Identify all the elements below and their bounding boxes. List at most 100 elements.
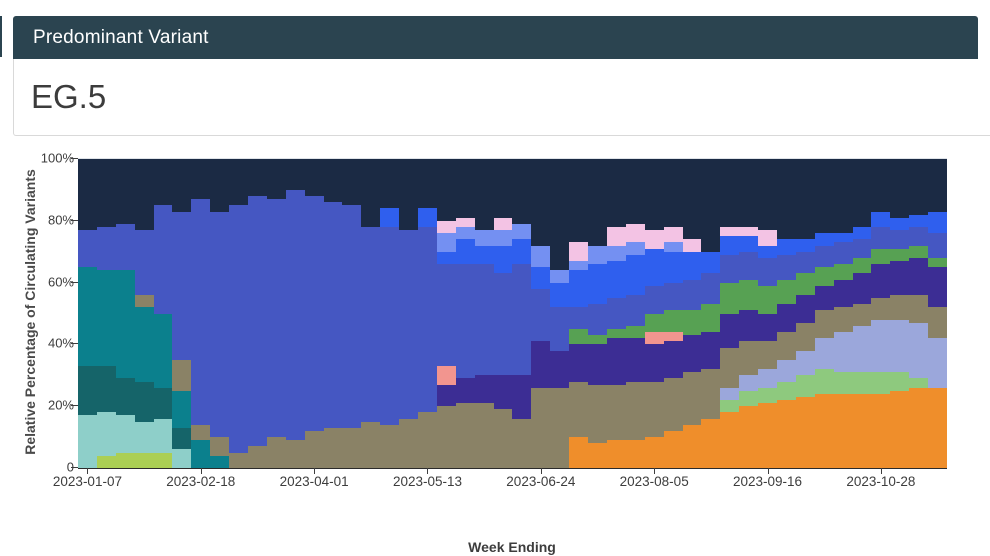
bar-segment-olive[interactable] — [852, 304, 872, 326]
bar-segment-navy[interactable] — [606, 159, 626, 228]
bar-segment-periwinkle[interactable] — [795, 350, 815, 376]
bar-segment-olive[interactable] — [569, 381, 589, 438]
bar-segment-skyblue[interactable] — [550, 270, 570, 283]
bar-segment-royal[interactable] — [96, 227, 116, 271]
bar-segment-pink[interactable] — [493, 217, 513, 231]
bar-segment-pink[interactable] — [682, 239, 702, 252]
bar-segment-brightblue[interactable] — [720, 236, 740, 255]
bar[interactable] — [210, 159, 230, 468]
bar-segment-periwinkle[interactable] — [814, 338, 834, 370]
bar-segment-skyblue[interactable] — [569, 261, 589, 271]
bar-segment-indigo[interactable] — [871, 264, 891, 299]
bar-segment-navy[interactable] — [682, 159, 702, 240]
bar-segment-brightblue[interactable] — [890, 217, 910, 231]
bar-segment-navy[interactable] — [399, 159, 419, 231]
bar-segment-navy[interactable] — [436, 159, 456, 221]
bar-segment-pink[interactable] — [625, 223, 645, 243]
bar-segment-royal[interactable] — [436, 264, 456, 367]
bar-segment-lightgreen[interactable] — [909, 378, 929, 388]
bar[interactable] — [890, 159, 910, 468]
bar-segment-olive[interactable] — [172, 359, 192, 391]
bar-segment-navy[interactable] — [625, 159, 645, 224]
bar-segment-olive[interactable] — [871, 298, 891, 320]
bar-segment-royal[interactable] — [928, 233, 947, 258]
bar-segment-orange[interactable] — [833, 393, 853, 468]
bar-segment-teal[interactable] — [172, 390, 192, 428]
bar-segment-olive[interactable] — [418, 412, 437, 468]
bar-segment-indigo[interactable] — [682, 335, 702, 373]
bar-segment-aqua[interactable] — [96, 412, 116, 456]
bar-segment-navy[interactable] — [266, 159, 286, 200]
bar-segment-brightblue[interactable] — [833, 233, 853, 243]
bar-segment-indigo[interactable] — [852, 273, 872, 305]
bar-segment-navy[interactable] — [493, 159, 513, 218]
bar-segment-royal[interactable] — [210, 211, 230, 438]
bar-segment-pink[interactable] — [663, 227, 683, 243]
bar-segment-aqua[interactable] — [115, 415, 135, 453]
bar-segment-green[interactable] — [569, 328, 589, 345]
bar[interactable] — [909, 159, 929, 468]
bar-segment-brightblue[interactable] — [701, 251, 721, 274]
bar[interactable] — [871, 159, 891, 468]
bar-segment-olive[interactable] — [625, 381, 645, 441]
bar-segment-olive[interactable] — [323, 427, 343, 468]
bar-segment-navy[interactable] — [474, 159, 494, 231]
bar-segment-olive[interactable] — [361, 421, 381, 468]
bar-segment-indigo[interactable] — [663, 341, 683, 379]
bar-segment-navy[interactable] — [701, 159, 721, 252]
bar-segment-navy[interactable] — [229, 159, 249, 206]
bar[interactable] — [323, 159, 343, 468]
bar-segment-olive[interactable] — [134, 295, 154, 308]
bar-segment-orange[interactable] — [569, 437, 589, 468]
bar-segment-navy[interactable] — [550, 159, 570, 271]
bar-segment-green[interactable] — [663, 310, 683, 333]
bar[interactable] — [795, 159, 815, 468]
bar-segment-pink[interactable] — [739, 227, 759, 237]
bar-segment-ygreen[interactable] — [96, 455, 116, 468]
bar-segment-lightgreen[interactable] — [890, 372, 910, 391]
bar-segment-pink[interactable] — [720, 227, 740, 237]
bar-segment-lightgreen[interactable] — [739, 390, 759, 407]
bar-segment-navy[interactable] — [569, 159, 589, 243]
bar-segment-periwinkle[interactable] — [909, 322, 929, 379]
bar-segment-olive[interactable] — [285, 440, 305, 468]
bar-segment-teal[interactable] — [191, 440, 211, 468]
bar-segment-navy[interactable] — [380, 159, 400, 209]
bar[interactable] — [625, 159, 645, 468]
bar[interactable] — [304, 159, 324, 468]
bar-segment-teal[interactable] — [153, 313, 173, 388]
bar-segment-aqua[interactable] — [134, 421, 154, 453]
bar-segment-brightblue[interactable] — [852, 227, 872, 240]
bar[interactable] — [569, 159, 589, 468]
bar-segment-navy[interactable] — [739, 159, 759, 228]
bar[interactable] — [663, 159, 683, 468]
bar[interactable] — [474, 159, 494, 468]
bar[interactable] — [248, 159, 267, 468]
bar-segment-royal[interactable] — [550, 307, 570, 351]
bar-segment-skyblue[interactable] — [474, 230, 494, 246]
bar-segment-orange[interactable] — [890, 390, 910, 468]
bar[interactable] — [720, 159, 740, 468]
bar-segment-brightblue[interactable] — [512, 239, 532, 265]
bar-segment-orange[interactable] — [663, 430, 683, 468]
bar[interactable] — [78, 159, 97, 468]
bar-segment-navy[interactable] — [115, 159, 135, 224]
bar-segment-olive[interactable] — [776, 332, 796, 360]
bar-segment-navy[interactable] — [758, 159, 777, 231]
bar-segment-olive[interactable] — [342, 427, 362, 468]
bar-segment-indigo[interactable] — [833, 279, 853, 308]
bar-segment-royal[interactable] — [266, 199, 286, 438]
bar-segment-pink[interactable] — [644, 230, 664, 249]
bar[interactable] — [418, 159, 437, 468]
bar[interactable] — [588, 159, 607, 468]
bar-segment-royal[interactable] — [153, 205, 173, 314]
bar-segment-green[interactable] — [871, 248, 891, 265]
bar-segment-indigo[interactable] — [569, 344, 589, 382]
bar-segment-navy[interactable] — [191, 159, 211, 200]
bar[interactable] — [172, 159, 192, 468]
bar[interactable] — [644, 159, 664, 468]
bar-segment-olive[interactable] — [890, 294, 910, 320]
bar-segment-navy[interactable] — [644, 159, 664, 231]
bar-segment-teal[interactable] — [96, 270, 116, 367]
bar-segment-royal[interactable] — [625, 295, 645, 326]
